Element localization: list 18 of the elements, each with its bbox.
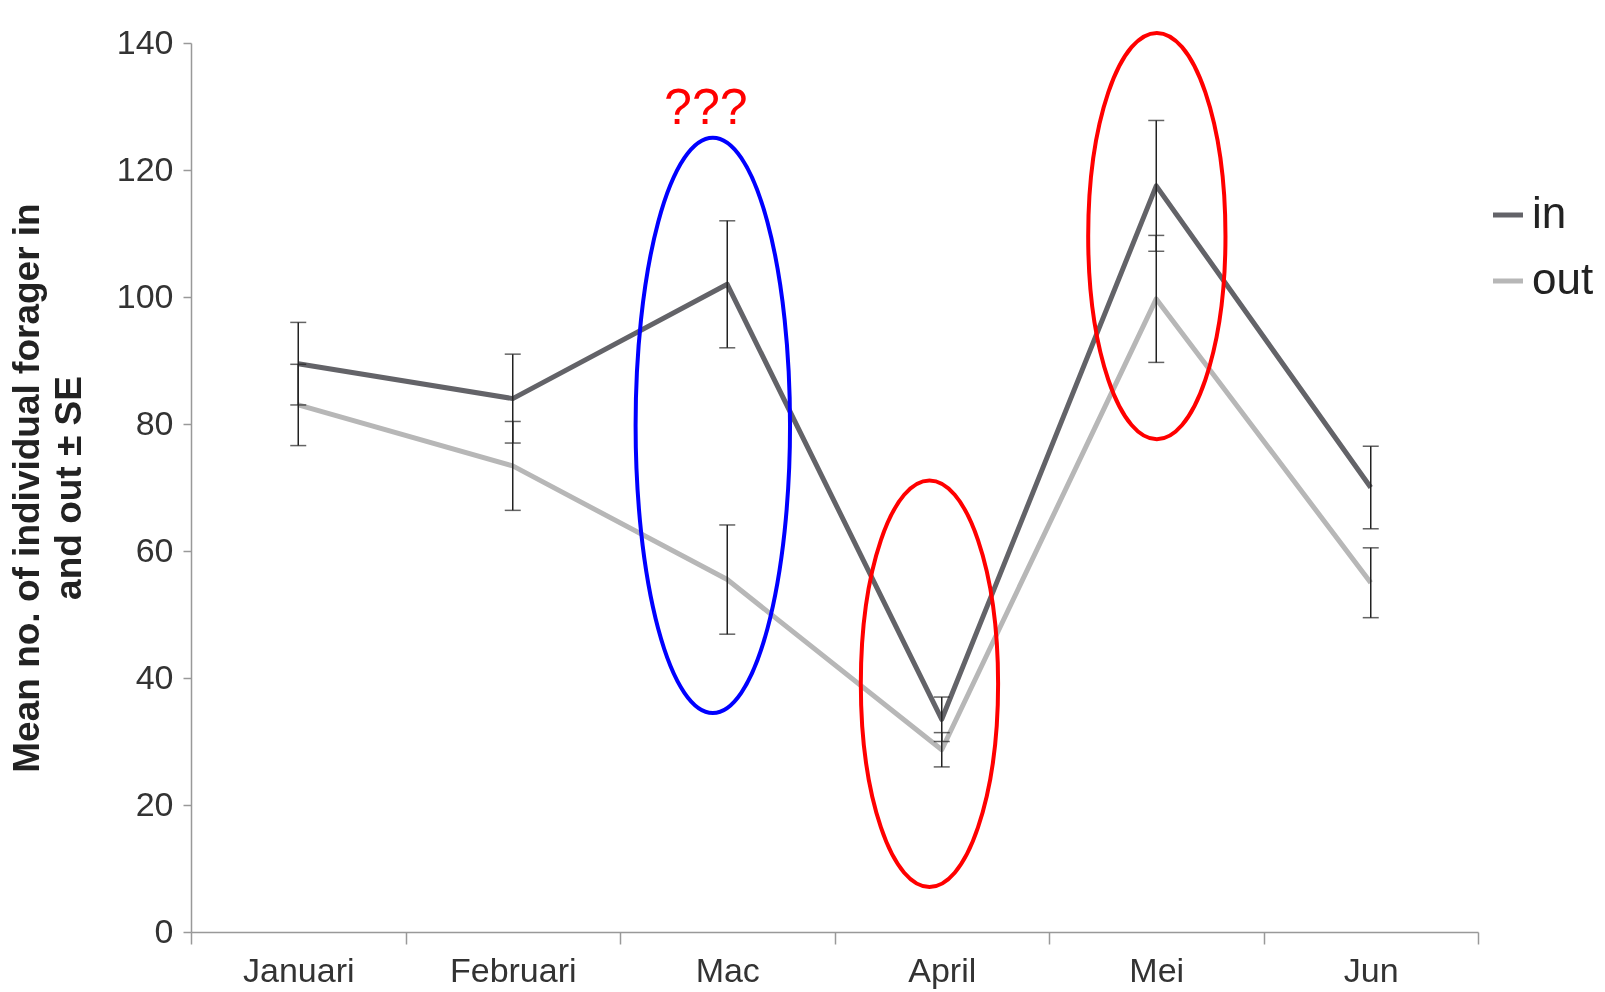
x-tick-label: Mei [1129, 950, 1185, 989]
x-tick-label: Mac [695, 950, 760, 989]
y-axis-title: Mean no. of individual forager in and out ± SE [5, 203, 89, 773]
y-tick-label: 100 [116, 276, 174, 315]
x-tick-label: April [908, 950, 977, 989]
legend-label: out [1532, 254, 1594, 303]
y-tick-label: 20 [135, 784, 174, 823]
x-tick-label: Januari [242, 950, 355, 989]
y-tick-label: 60 [135, 530, 174, 569]
legend-label: in [1532, 188, 1567, 237]
y-tick-label: 120 [116, 149, 174, 188]
y-tick-label: 0 [154, 911, 174, 950]
x-tick-label: Jun [1343, 950, 1399, 989]
x-tick-label: Februari [449, 950, 577, 989]
y-tick-label: 40 [135, 657, 174, 696]
y-tick-label: 80 [135, 403, 174, 442]
y-tick-label: 140 [116, 22, 174, 61]
annotation: ??? [664, 79, 748, 135]
